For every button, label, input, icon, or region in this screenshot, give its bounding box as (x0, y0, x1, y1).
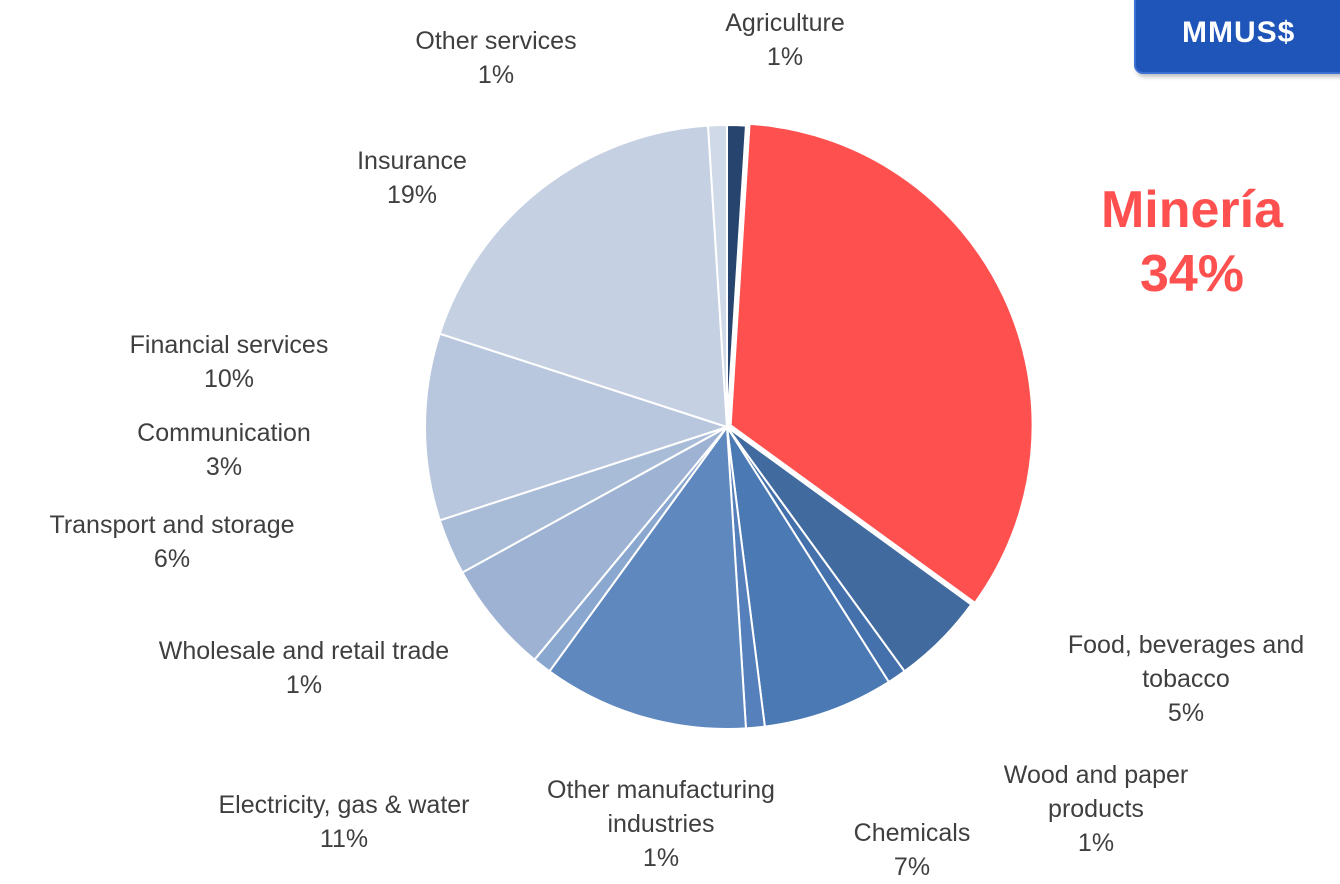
slice-name: Transport and storage (49, 511, 295, 539)
slice-percent: 1% (477, 61, 515, 89)
slice-name: Insurance (357, 147, 467, 175)
slice-percent: 1% (285, 671, 323, 699)
pie-slice-miner-a (729, 122, 1034, 605)
slice-name: Financial services (129, 331, 329, 359)
slice-label-other-manufacturing: Other manufacturing industries 1% (506, 773, 816, 875)
highlight-name: Minería (1100, 181, 1284, 239)
slice-name: Other services (415, 27, 577, 55)
slice-percent: 7% (893, 853, 931, 881)
slice-name: Electricity, gas & water (218, 791, 470, 819)
slice-label-insurance: Insurance 19% (357, 144, 467, 212)
slice-name: Wholesale and retail trade (158, 637, 450, 665)
slice-label-other-services: Other services 1% (415, 24, 576, 92)
pie-slice-insurance (438, 124, 729, 429)
slice-label-electricity-gas-water: Electricity, gas & water 11% (218, 788, 469, 856)
slice-name: Agriculture (725, 9, 845, 37)
pie-slice-financial-services (424, 332, 731, 522)
pie-slice-other-services (706, 123, 728, 428)
slice-name: Food, beverages and tobacco (1067, 631, 1305, 693)
slice-label-agriculture: Agriculture 1% (725, 6, 845, 74)
slice-label-wholesale-retail: Wholesale and retail trade 1% (154, 634, 454, 702)
slice-percent: 11% (319, 825, 369, 853)
slice-percent: 10% (203, 365, 255, 393)
slice-label-communication: Communication 3% (137, 416, 311, 484)
slice-percent: 19% (386, 181, 438, 209)
slice-label-transport-storage: Transport and storage 6% (49, 508, 294, 576)
slice-name: Communication (137, 419, 311, 447)
slice-percent: 5% (1167, 699, 1205, 727)
slice-percent: 6% (153, 545, 191, 573)
highlight-label: Minería 34% (1101, 178, 1283, 306)
slice-label-wood-paper: Wood and paper products 1% (976, 758, 1216, 860)
slice-percent: 1% (766, 43, 804, 71)
slice-percent: 1% (1077, 829, 1115, 857)
slice-label-food-beverages-tobacco: Food, beverages and tobacco 5% (1031, 628, 1340, 730)
pie-slice-chemicals (726, 426, 891, 728)
pie-slice-electricity-gas-water (548, 424, 748, 730)
slice-percent: 3% (205, 453, 243, 481)
slice-name: Wood and paper products (1003, 761, 1189, 823)
slice-label-chemicals: Chemicals 7% (854, 816, 971, 884)
slice-percent: 1% (642, 844, 680, 872)
slice-label-financial-services: Financial services 10% (130, 328, 329, 396)
slice-name: Other manufacturing industries (547, 776, 775, 838)
currency-badge: MMUS$ (1134, 0, 1340, 74)
currency-badge-text: MMUS$ (1182, 16, 1296, 49)
slice-name: Chemicals (853, 819, 971, 847)
highlight-percent: 34% (1139, 245, 1245, 303)
